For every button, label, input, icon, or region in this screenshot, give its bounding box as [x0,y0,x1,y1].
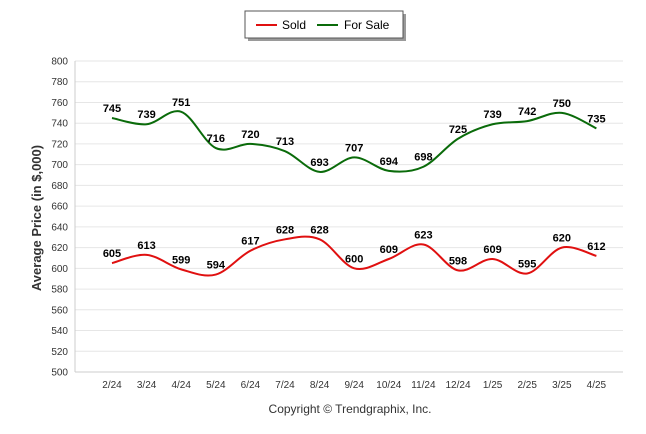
y-tick-label: 520 [51,347,68,358]
x-tick-label: 11/24 [411,380,436,391]
data-label-sold: 598 [449,255,467,267]
data-labels: 605 613 599 594 617 628 628 600 609 623 598 609 595 6… [103,97,606,272]
y-tick-label: 740 [51,119,68,130]
data-label-for-sale: 713 [276,136,294,148]
data-label-sold: 612 [587,241,605,253]
data-label-for-sale: 707 [345,142,363,154]
x-tick-label: 2/25 [517,380,537,391]
data-label-sold: 594 [207,260,226,272]
data-label-sold: 628 [276,224,294,236]
x-tick-label: 8/24 [310,380,330,391]
y-tick-label: 580 [51,285,68,296]
data-label-for-sale: 739 [483,109,501,121]
data-label-for-sale: 698 [414,152,432,164]
x-tick-label: 3/25 [552,380,572,391]
data-label-sold: 613 [137,240,155,252]
data-label-for-sale: 720 [241,129,259,141]
x-tick-label: 12/24 [445,380,470,391]
x-tick-label: 3/24 [137,380,157,391]
data-label-for-sale: 725 [449,124,467,136]
y-tick-label: 540 [51,326,68,337]
data-label-sold: 599 [172,254,190,266]
data-label-for-sale: 739 [137,109,155,121]
data-label-for-sale: 742 [518,106,536,118]
y-axis-ticks: 500 520 540 560 580 600 620 640 660 680 700 720 740 7… [51,57,68,379]
x-tick-label: 5/24 [206,380,226,391]
legend-forsale-label: For Sale [344,18,390,32]
y-tick-label: 760 [51,98,68,109]
legend-sold-label: Sold [282,18,306,32]
data-label-for-sale: 716 [207,133,225,145]
series-line-for-sale [111,110,597,173]
data-label-sold: 617 [241,236,259,248]
y-tick-label: 620 [51,243,68,254]
x-tick-label: 2/24 [102,380,122,391]
series-lines [111,110,597,277]
y-axis-label: Average Price (in $,000) [29,145,44,291]
data-label-for-sale: 693 [310,157,328,169]
x-tick-label: 4/24 [171,380,191,391]
x-tick-label: 10/24 [376,380,401,391]
data-label-sold: 609 [380,244,398,256]
x-tick-label: 6/24 [241,380,261,391]
x-tick-label: 1/25 [483,380,503,391]
x-tick-label: 7/24 [275,380,295,391]
x-tick-label: 4/25 [587,380,607,391]
y-tick-label: 660 [51,202,68,213]
data-label-sold: 623 [414,229,432,241]
y-tick-label: 780 [51,77,68,88]
legend: Sold For Sale [244,10,406,41]
data-label-sold: 620 [553,233,571,245]
y-tick-label: 640 [51,222,68,233]
data-label-sold: 628 [310,224,328,236]
data-label-for-sale: 694 [380,156,399,168]
data-label-for-sale: 735 [587,113,605,125]
y-tick-label: 600 [51,264,68,275]
copyright-text: Copyright © Trendgraphix, Inc. [269,402,432,416]
data-label-sold: 595 [518,259,536,271]
data-label-for-sale: 745 [103,103,121,115]
x-tick-label: 9/24 [344,380,364,391]
y-tick-label: 800 [51,57,68,68]
y-tick-label: 500 [51,368,68,379]
data-label-sold: 605 [103,248,121,260]
x-axis-ticks: 2/24 3/24 4/24 5/24 6/24 7/24 8/24 9/24 10/24 11/… [102,380,606,391]
y-tick-label: 720 [51,139,68,150]
grid [74,60,623,373]
y-tick-label: 700 [51,160,68,171]
data-label-for-sale: 751 [172,97,190,109]
data-label-sold: 600 [345,253,363,265]
series-line-sold [111,235,597,277]
data-label-for-sale: 750 [553,98,571,110]
data-label-sold: 609 [483,244,501,256]
y-tick-label: 680 [51,181,68,192]
y-tick-label: 560 [51,305,68,316]
